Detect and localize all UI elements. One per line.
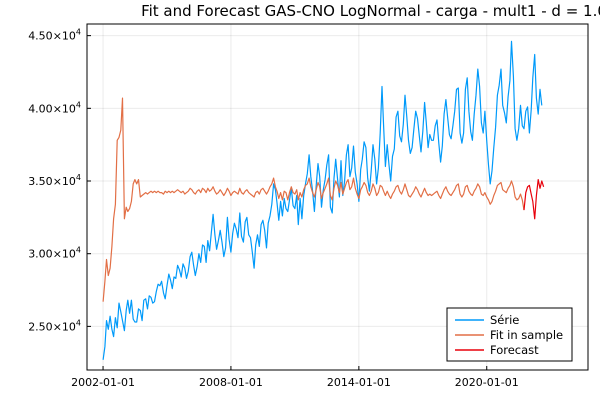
y-tick-mantissa: 3.00 bbox=[28, 248, 53, 261]
y-tick-label: 4.00×104 bbox=[28, 100, 81, 115]
y-tick-times: ×10 bbox=[53, 248, 76, 261]
series-line-forecast bbox=[523, 179, 545, 220]
y-tick-exponent: 4 bbox=[76, 100, 81, 109]
chart-title: Fit and Forecast GAS-CNO LogNormal - car… bbox=[141, 2, 600, 20]
y-tick-mantissa: 3.50 bbox=[28, 175, 53, 188]
plot-frame bbox=[86, 23, 589, 371]
x-tick-label: 2014-01-01 bbox=[327, 376, 391, 389]
y-tick-label: 2.50×104 bbox=[28, 318, 81, 333]
x-tick-label: 2002-01-01 bbox=[71, 376, 135, 389]
series-line-fit-in-sample bbox=[102, 97, 525, 302]
tick-layer: 2002-01-01 2008-01-01 2014-01-01 2020-01-01… bbox=[28, 28, 519, 389]
grid-layer bbox=[87, 24, 588, 370]
y-tick-exponent: 4 bbox=[76, 173, 81, 182]
y-tick-mantissa: 4.00 bbox=[28, 102, 53, 115]
y-tick-label: 4.50×104 bbox=[28, 28, 81, 43]
y-tick-exponent: 4 bbox=[76, 246, 81, 255]
x-tick-label: 2020-01-01 bbox=[455, 376, 519, 389]
y-tick-exponent: 4 bbox=[76, 318, 81, 327]
legend-label: Série bbox=[490, 313, 519, 327]
legend-label: Forecast bbox=[490, 343, 539, 357]
y-tick-mantissa: 2.50 bbox=[28, 320, 53, 333]
y-tick-mantissa: 4.50 bbox=[28, 30, 53, 43]
y-tick-times: ×10 bbox=[53, 320, 76, 333]
y-tick-label: 3.00×104 bbox=[28, 246, 81, 261]
x-tick-label: 2008-01-01 bbox=[199, 376, 263, 389]
series-layer bbox=[102, 40, 545, 360]
y-tick-times: ×10 bbox=[53, 102, 76, 115]
y-tick-label: 3.50×104 bbox=[28, 173, 81, 188]
legend-label: Fit in sample bbox=[490, 328, 563, 342]
y-tick-times: ×10 bbox=[53, 175, 76, 188]
y-tick-exponent: 4 bbox=[76, 28, 81, 37]
y-tick-times: ×10 bbox=[53, 30, 76, 43]
series-line-se-rie bbox=[102, 40, 543, 360]
